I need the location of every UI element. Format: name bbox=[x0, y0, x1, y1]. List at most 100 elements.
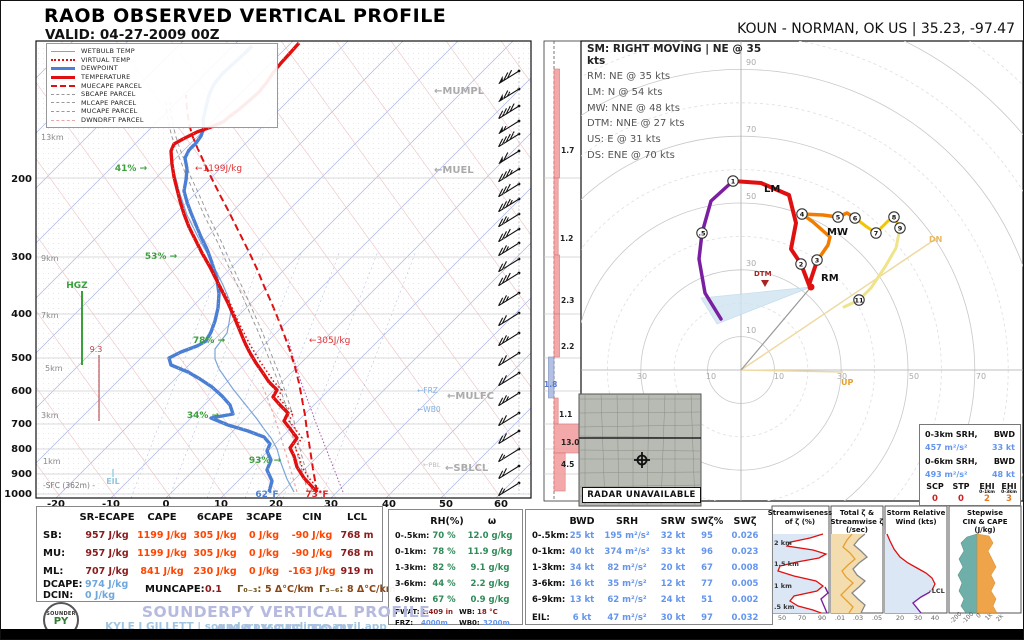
kin-cell: 24 kt bbox=[660, 595, 686, 605]
rh-cell: 0-1km: bbox=[395, 547, 427, 556]
storm-motion-line-5: DS: ENE @ 70 kts bbox=[587, 149, 675, 161]
plot-label-73: -LCL bbox=[929, 587, 945, 595]
rh-cell: 9.1 g/kg bbox=[470, 563, 510, 573]
thermo-cell: 0.1 bbox=[205, 584, 222, 595]
thermo-cell: -90 J/kg bbox=[291, 530, 333, 541]
rh-cell: 11.9 g/kg bbox=[467, 547, 513, 557]
storm-motion-line-4: US: E @ 31 kts bbox=[587, 134, 661, 146]
plot-label-52: 90 bbox=[746, 58, 756, 67]
plot-label-16: -20 bbox=[47, 499, 65, 510]
thermo-cell: 768 m bbox=[340, 530, 374, 541]
legend-line-sample bbox=[51, 102, 75, 104]
plot-label-25: 41% → bbox=[115, 164, 148, 174]
thermo-cell: Γ₃₋₆: bbox=[319, 584, 344, 595]
plot-label-43: 73°F bbox=[305, 490, 328, 500]
plot-label-51: 4.5 bbox=[561, 460, 574, 469]
rh-cell: 78 % bbox=[432, 547, 456, 557]
legend-item-label: MUECAPE PARCEL bbox=[81, 81, 142, 90]
plot-label-65: MW bbox=[827, 227, 848, 238]
thermo-cell: CAPE bbox=[147, 512, 177, 523]
kin-cell: 6 kt bbox=[572, 613, 592, 623]
thermo-cell: DCAPE: bbox=[43, 579, 83, 590]
plot-label-4: 600 bbox=[11, 386, 32, 397]
panel-title-line: of ζ (%) bbox=[784, 517, 816, 526]
kin-cell: 374 m²/s² bbox=[604, 547, 650, 557]
storm-motion-line-1: LM: N @ 54 kts bbox=[587, 86, 663, 98]
thermo-cell: 305 J/kg bbox=[193, 548, 237, 559]
legend-item-label: DWNDRFT PARCEL bbox=[81, 116, 144, 125]
thermo-cell: 707 J/kg bbox=[85, 566, 129, 577]
plot-label-46: 2.3 bbox=[561, 296, 574, 305]
plot-label-48: 1.8 bbox=[544, 380, 557, 389]
kin-cell: 0.008 bbox=[731, 563, 759, 573]
kin-cell: 0.023 bbox=[731, 547, 759, 557]
plot-label-29: 93% → bbox=[249, 456, 282, 466]
legend-item-3: TEMPERATURE bbox=[51, 73, 273, 82]
plot-label-87: 2k bbox=[995, 613, 1005, 623]
kin-cell: 96 bbox=[701, 547, 713, 557]
kin-cell: 33 kt bbox=[660, 547, 686, 557]
rh-cell: 3-6km: bbox=[395, 579, 427, 588]
plot-label-22: 40 bbox=[382, 499, 396, 510]
plot-label-79: .05 bbox=[872, 614, 882, 622]
plot-label-7: 900 bbox=[11, 469, 32, 480]
plot-label-9: 13km bbox=[41, 133, 64, 142]
panel-title-0: Streamwiseness of ζ (%) bbox=[760, 509, 840, 526]
plot-label-45: 1.2 bbox=[560, 234, 573, 243]
thermo-cell: 0 J/kg bbox=[248, 530, 280, 541]
plot-label-30: ←1199J/kg bbox=[195, 164, 242, 174]
logo-text-bottom: PY bbox=[53, 616, 69, 627]
plot-label-37: ←MULFC bbox=[447, 391, 494, 402]
plot-label-61: 50 bbox=[909, 372, 919, 381]
rh-cell: 6-9km: bbox=[395, 595, 427, 604]
plot-label-63: RM bbox=[821, 273, 839, 284]
plot-label-6: 800 bbox=[11, 444, 32, 455]
thermo-cell: -90 J/kg bbox=[291, 548, 333, 559]
legend-item-5: SBCAPE PARCEL bbox=[51, 90, 273, 99]
rh-cell: 44 % bbox=[432, 579, 456, 589]
plot-label-17: -10 bbox=[102, 499, 120, 510]
kin-cell: 0.026 bbox=[731, 531, 759, 541]
thermo-cell: -163 J/kg bbox=[288, 566, 336, 577]
thermo-cell: Γ₀₋₃: bbox=[237, 584, 262, 595]
thermo-cell: 957 J/kg bbox=[85, 530, 129, 541]
legend-item-0: WETBULB TEMP bbox=[51, 47, 273, 56]
bottom-bar bbox=[1, 629, 1023, 639]
kin-cell: 67 bbox=[701, 563, 713, 573]
plot-label-71: 1 km bbox=[774, 582, 792, 590]
thermo-cell: ML: bbox=[43, 566, 64, 577]
panel-title-line: Streamwise ζ bbox=[830, 517, 884, 526]
plot-label-33: HGZ bbox=[66, 281, 88, 291]
index-header-ehi-3: EHI bbox=[1001, 482, 1017, 491]
thermo-cell: DCIN: bbox=[43, 590, 74, 601]
thermo-cell: MU: bbox=[43, 548, 66, 559]
kin-cell: 0-1km: bbox=[532, 547, 566, 557]
rh-cell: 12.0 g/kg bbox=[467, 531, 513, 541]
plot-label-31: ←305J/kg bbox=[309, 336, 350, 346]
kin-cell: 32 kt bbox=[660, 531, 686, 541]
kin-cell: SRW bbox=[660, 516, 686, 527]
kin-cell: 47 m²/s² bbox=[607, 613, 647, 623]
radar-unavailable-badge: RADAR UNAVAILABLE bbox=[582, 487, 701, 503]
kin-cell: 12 kt bbox=[660, 579, 686, 589]
plot-label-38: ←SBLCL bbox=[445, 463, 489, 474]
hodo-marker-3: 3 bbox=[815, 256, 820, 264]
rh-cell: 0.9 g/kg bbox=[470, 595, 510, 605]
plot-label-50: 13.0 bbox=[561, 438, 580, 447]
kin-cell: 77 bbox=[701, 579, 713, 589]
panel-title-line: Total ζ & bbox=[839, 509, 875, 517]
kin-cell: 40 kt bbox=[569, 547, 595, 557]
plot-label-55: 30 bbox=[746, 259, 756, 268]
panel-title-line: CIN & CAPE bbox=[962, 517, 1008, 526]
hodo-marker-8: 8 bbox=[892, 213, 897, 221]
kin-cell: 16 kt bbox=[569, 579, 595, 589]
plot-label-59: 10 bbox=[774, 372, 784, 381]
kin-cell: 0-.5km: bbox=[532, 531, 569, 541]
plot-label-80: 20 bbox=[896, 614, 904, 622]
plot-label-39: ←FRZ bbox=[417, 386, 438, 395]
plot-label-27: 78% → bbox=[193, 336, 226, 346]
thermo-cell: 3CAPE bbox=[245, 512, 283, 523]
rh-cell: 1.409 in bbox=[421, 608, 453, 616]
thermo-cell: LCL bbox=[346, 512, 368, 523]
